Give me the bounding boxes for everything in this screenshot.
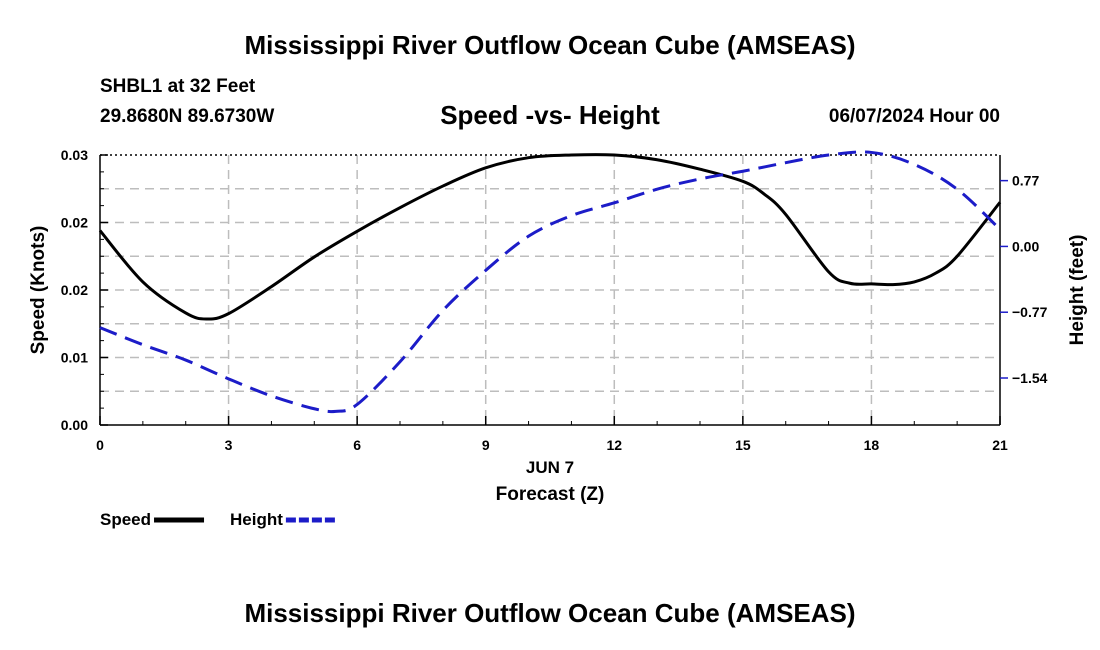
chart-subtitle: Speed -vs- Height bbox=[440, 100, 660, 130]
x-tick-label: 3 bbox=[225, 437, 233, 453]
x-tick-label: 12 bbox=[606, 437, 622, 453]
x-axis-label: Forecast (Z) bbox=[496, 484, 605, 505]
y-tick-label: 0.03 bbox=[61, 147, 88, 163]
y-tick-label: 0.02 bbox=[61, 282, 88, 298]
y-tick-label: 0.01 bbox=[61, 350, 88, 366]
y2-tick-label: −0.77 bbox=[1012, 304, 1048, 320]
x-axis-date-label: JUN 7 bbox=[526, 458, 574, 477]
y2-tick-label: 0.77 bbox=[1012, 173, 1039, 189]
y-tick-label: 0.02 bbox=[61, 215, 88, 231]
x-tick-label: 18 bbox=[864, 437, 880, 453]
height-series-line bbox=[99, 150, 1002, 414]
footer-title: Mississippi River Outflow Ocean Cube (AM… bbox=[244, 598, 856, 628]
y2-axis-label: Height (feet) bbox=[1067, 235, 1088, 346]
x-tick-label: 21 bbox=[992, 437, 1008, 453]
y-axis-label: Speed (Knots) bbox=[28, 226, 49, 355]
station-label: SHBL1 at 32 Feet bbox=[100, 76, 256, 97]
x-tick-label: 0 bbox=[96, 437, 104, 453]
y2-tick-label: −1.54 bbox=[1012, 370, 1048, 386]
chart-title: Mississippi River Outflow Ocean Cube (AM… bbox=[244, 30, 856, 60]
y2-tick-label: 0.00 bbox=[1012, 238, 1039, 254]
x-tick-label: 9 bbox=[482, 437, 490, 453]
forecast-datetime: 06/07/2024 Hour 00 bbox=[828, 106, 1000, 127]
y-tick-label: 0.00 bbox=[61, 417, 88, 433]
station-coordinates: 29.8680N 89.6730W bbox=[100, 106, 275, 127]
legend-label-height: Height bbox=[230, 510, 283, 529]
x-tick-label: 15 bbox=[735, 437, 751, 453]
x-tick-label: 6 bbox=[353, 437, 361, 453]
legend-label-speed: Speed bbox=[100, 510, 151, 529]
speed-series-line bbox=[98, 153, 1002, 321]
